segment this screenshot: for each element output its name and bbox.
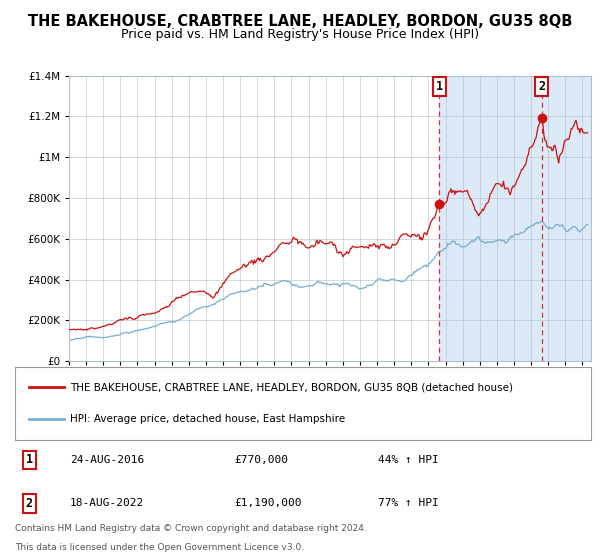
- Text: This data is licensed under the Open Government Licence v3.0.: This data is licensed under the Open Gov…: [15, 543, 304, 552]
- Text: 1: 1: [436, 80, 443, 93]
- Text: 1: 1: [26, 453, 33, 466]
- Text: 24-AUG-2016: 24-AUG-2016: [70, 455, 144, 465]
- Text: £770,000: £770,000: [234, 455, 288, 465]
- Text: £1,190,000: £1,190,000: [234, 498, 301, 508]
- Text: 2: 2: [538, 80, 545, 93]
- Bar: [439, 76, 591, 361]
- Text: THE BAKEHOUSE, CRABTREE LANE, HEADLEY, BORDON, GU35 8QB: THE BAKEHOUSE, CRABTREE LANE, HEADLEY, B…: [28, 14, 572, 29]
- Text: 77% ↑ HPI: 77% ↑ HPI: [378, 498, 439, 508]
- Text: Price paid vs. HM Land Registry's House Price Index (HPI): Price paid vs. HM Land Registry's House …: [121, 28, 479, 41]
- Text: THE BAKEHOUSE, CRABTREE LANE, HEADLEY, BORDON, GU35 8QB (detached house): THE BAKEHOUSE, CRABTREE LANE, HEADLEY, B…: [70, 382, 513, 392]
- Text: 18-AUG-2022: 18-AUG-2022: [70, 498, 144, 508]
- Text: HPI: Average price, detached house, East Hampshire: HPI: Average price, detached house, East…: [70, 414, 345, 424]
- Text: Contains HM Land Registry data © Crown copyright and database right 2024.: Contains HM Land Registry data © Crown c…: [15, 524, 367, 534]
- Text: 2: 2: [26, 497, 33, 510]
- Text: 44% ↑ HPI: 44% ↑ HPI: [378, 455, 439, 465]
